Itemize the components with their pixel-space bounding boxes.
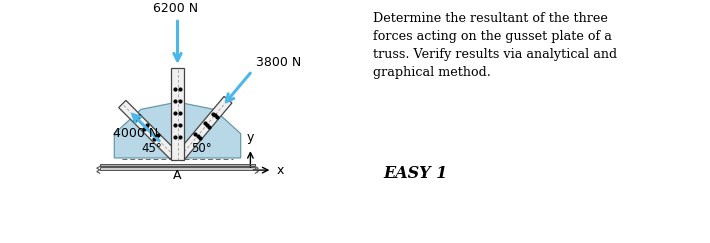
Text: y: y [246,131,254,144]
Bar [99,167,256,170]
Text: Determine the resultant of the three
forces acting on the gusset plate of a
trus: Determine the resultant of the three for… [373,12,617,79]
Text: 3800 N: 3800 N [256,56,301,69]
Polygon shape [119,100,178,159]
Text: 45°: 45° [141,142,163,156]
Text: x: x [277,164,284,177]
Text: EASY 1: EASY 1 [383,165,447,182]
Text: 6200 N: 6200 N [153,2,197,15]
Polygon shape [114,102,241,158]
Polygon shape [178,96,232,159]
Bar [99,164,256,166]
Text: 50°: 50° [191,142,212,156]
Text: 4000 N: 4000 N [113,127,158,140]
Text: A: A [173,169,182,182]
Bar [171,68,184,160]
